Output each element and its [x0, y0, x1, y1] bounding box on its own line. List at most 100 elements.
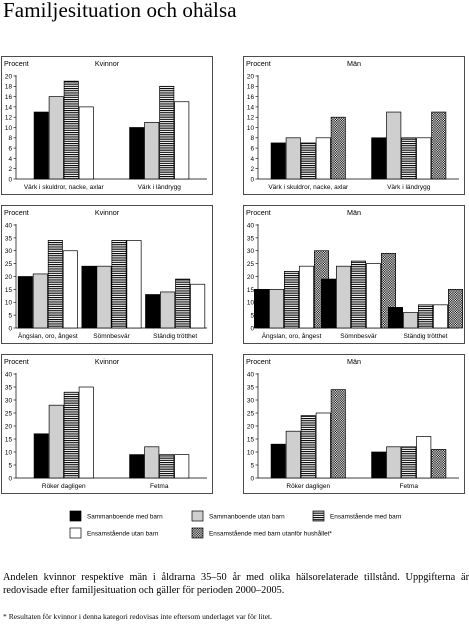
category-label: Värk i ländrygg [387, 184, 431, 191]
legend-item: Ensamstående utan barn [69, 527, 159, 539]
bar [431, 111, 447, 180]
y-tick-label: 30 [5, 248, 13, 255]
category-label: Ständig trötthet [153, 333, 197, 340]
category-label: Värk i skuldror, nacke, axlar [268, 184, 349, 191]
bar [129, 454, 145, 479]
panel-frame [1, 205, 213, 344]
bar [366, 263, 382, 329]
bar [416, 137, 432, 180]
ylabel: Procent [4, 59, 29, 68]
bar [284, 271, 300, 329]
y-tick-label: 15 [5, 436, 13, 443]
y-tick-label: 15 [247, 436, 255, 443]
y-tick-label: 12 [5, 115, 13, 122]
bar [62, 250, 78, 329]
ylabel: Procent [246, 357, 271, 366]
y-tick-label: 35 [5, 235, 13, 242]
y-tick-label: 10 [5, 449, 13, 456]
y-tick-label: 10 [5, 300, 13, 307]
ylabel: Procent [246, 208, 271, 217]
panel-frame [243, 56, 465, 195]
bar [63, 391, 79, 479]
chart-panel-2: Procent Män 0 2 4 6 8 10 12 14 16 18 20 Värk i skuldr… [243, 56, 465, 195]
y-tick-label: 18 [5, 84, 13, 91]
y-tick-label: 30 [247, 248, 255, 255]
bar [32, 273, 48, 329]
y-tick-label: 5 [250, 313, 254, 320]
y-tick-label: 15 [247, 287, 255, 294]
y-tick-label: 20 [247, 274, 255, 281]
bar [418, 304, 434, 329]
y-tick-label: 18 [247, 84, 255, 91]
category-label: Röker dagligen [286, 483, 330, 490]
bar [270, 142, 286, 180]
y-tick-label: 35 [5, 384, 13, 391]
legend-swatch [191, 510, 204, 522]
ylabel: Procent [246, 59, 271, 68]
bar [174, 101, 190, 180]
bar [111, 240, 127, 329]
bar [78, 386, 94, 479]
y-tick-label: 10 [5, 125, 13, 132]
legend-swatch [69, 527, 82, 539]
legend: Sammanboende med barn Sammanboende utan b… [69, 510, 402, 539]
bar [401, 137, 417, 180]
chart-panel-4: Procent Män 0 5 10 15 20 25 30 35 40 Ängslan, oro, … [243, 205, 465, 344]
category-label: Fetma [400, 483, 419, 490]
y-tick-label: 0 [250, 176, 254, 183]
bar [144, 446, 160, 479]
legend-item: Sammanboende med barn [69, 510, 163, 522]
bar [270, 443, 286, 479]
bar [269, 289, 285, 329]
bar [401, 446, 417, 479]
y-tick-label: 25 [247, 261, 255, 268]
chart-title: Kvinnor [95, 59, 120, 68]
legend-item: Sammanboende utan barn [191, 510, 285, 522]
y-tick-label: 30 [247, 397, 255, 404]
legend-swatch [191, 527, 204, 539]
y-tick-label: 20 [5, 274, 13, 281]
bar [299, 265, 315, 329]
legend-label: Ensamstående utan barn [87, 530, 159, 538]
category-label: Ständig trötthet [403, 333, 447, 340]
y-tick-label: 2 [250, 166, 254, 173]
bar [175, 278, 191, 329]
panel-frame [243, 205, 465, 344]
category-label: Fetma [150, 483, 169, 490]
figure-caption: Andelen kvinnor respektive män i åldrarn… [3, 572, 469, 596]
y-tick-label: 15 [5, 287, 13, 294]
y-tick-label: 20 [5, 423, 13, 430]
bar [416, 436, 432, 479]
bar [300, 415, 316, 479]
y-tick-label: 20 [5, 73, 13, 80]
bar [285, 430, 301, 479]
ylabel: Procent [4, 208, 29, 217]
y-tick-label: 0 [250, 325, 254, 332]
bar [159, 85, 175, 180]
category-label: Sömnbesvär [93, 333, 130, 340]
bar [403, 312, 419, 329]
bar [160, 291, 176, 329]
bar [129, 127, 145, 180]
bar [33, 111, 49, 180]
panel-frame [1, 56, 213, 195]
page-title: Familjesituation och ohälsa [3, 0, 237, 22]
chart-title: Kvinnor [95, 357, 120, 366]
bar [48, 96, 64, 180]
category-label: Röker dagligen [42, 483, 86, 490]
ylabel: Procent [4, 357, 29, 366]
y-tick-label: 0 [8, 176, 12, 183]
y-tick-label: 40 [5, 371, 13, 378]
bar [371, 137, 387, 180]
bar [47, 240, 63, 329]
chart-title: Män [347, 208, 361, 217]
category-label: Ängslan, oro, ångest [262, 332, 322, 340]
chart-title: Män [347, 59, 361, 68]
y-tick-label: 40 [5, 222, 13, 229]
y-tick-label: 2 [8, 166, 12, 173]
legend-item: Ensamstående med barn [312, 510, 402, 522]
y-tick-label: 10 [247, 125, 255, 132]
bar [330, 389, 346, 479]
